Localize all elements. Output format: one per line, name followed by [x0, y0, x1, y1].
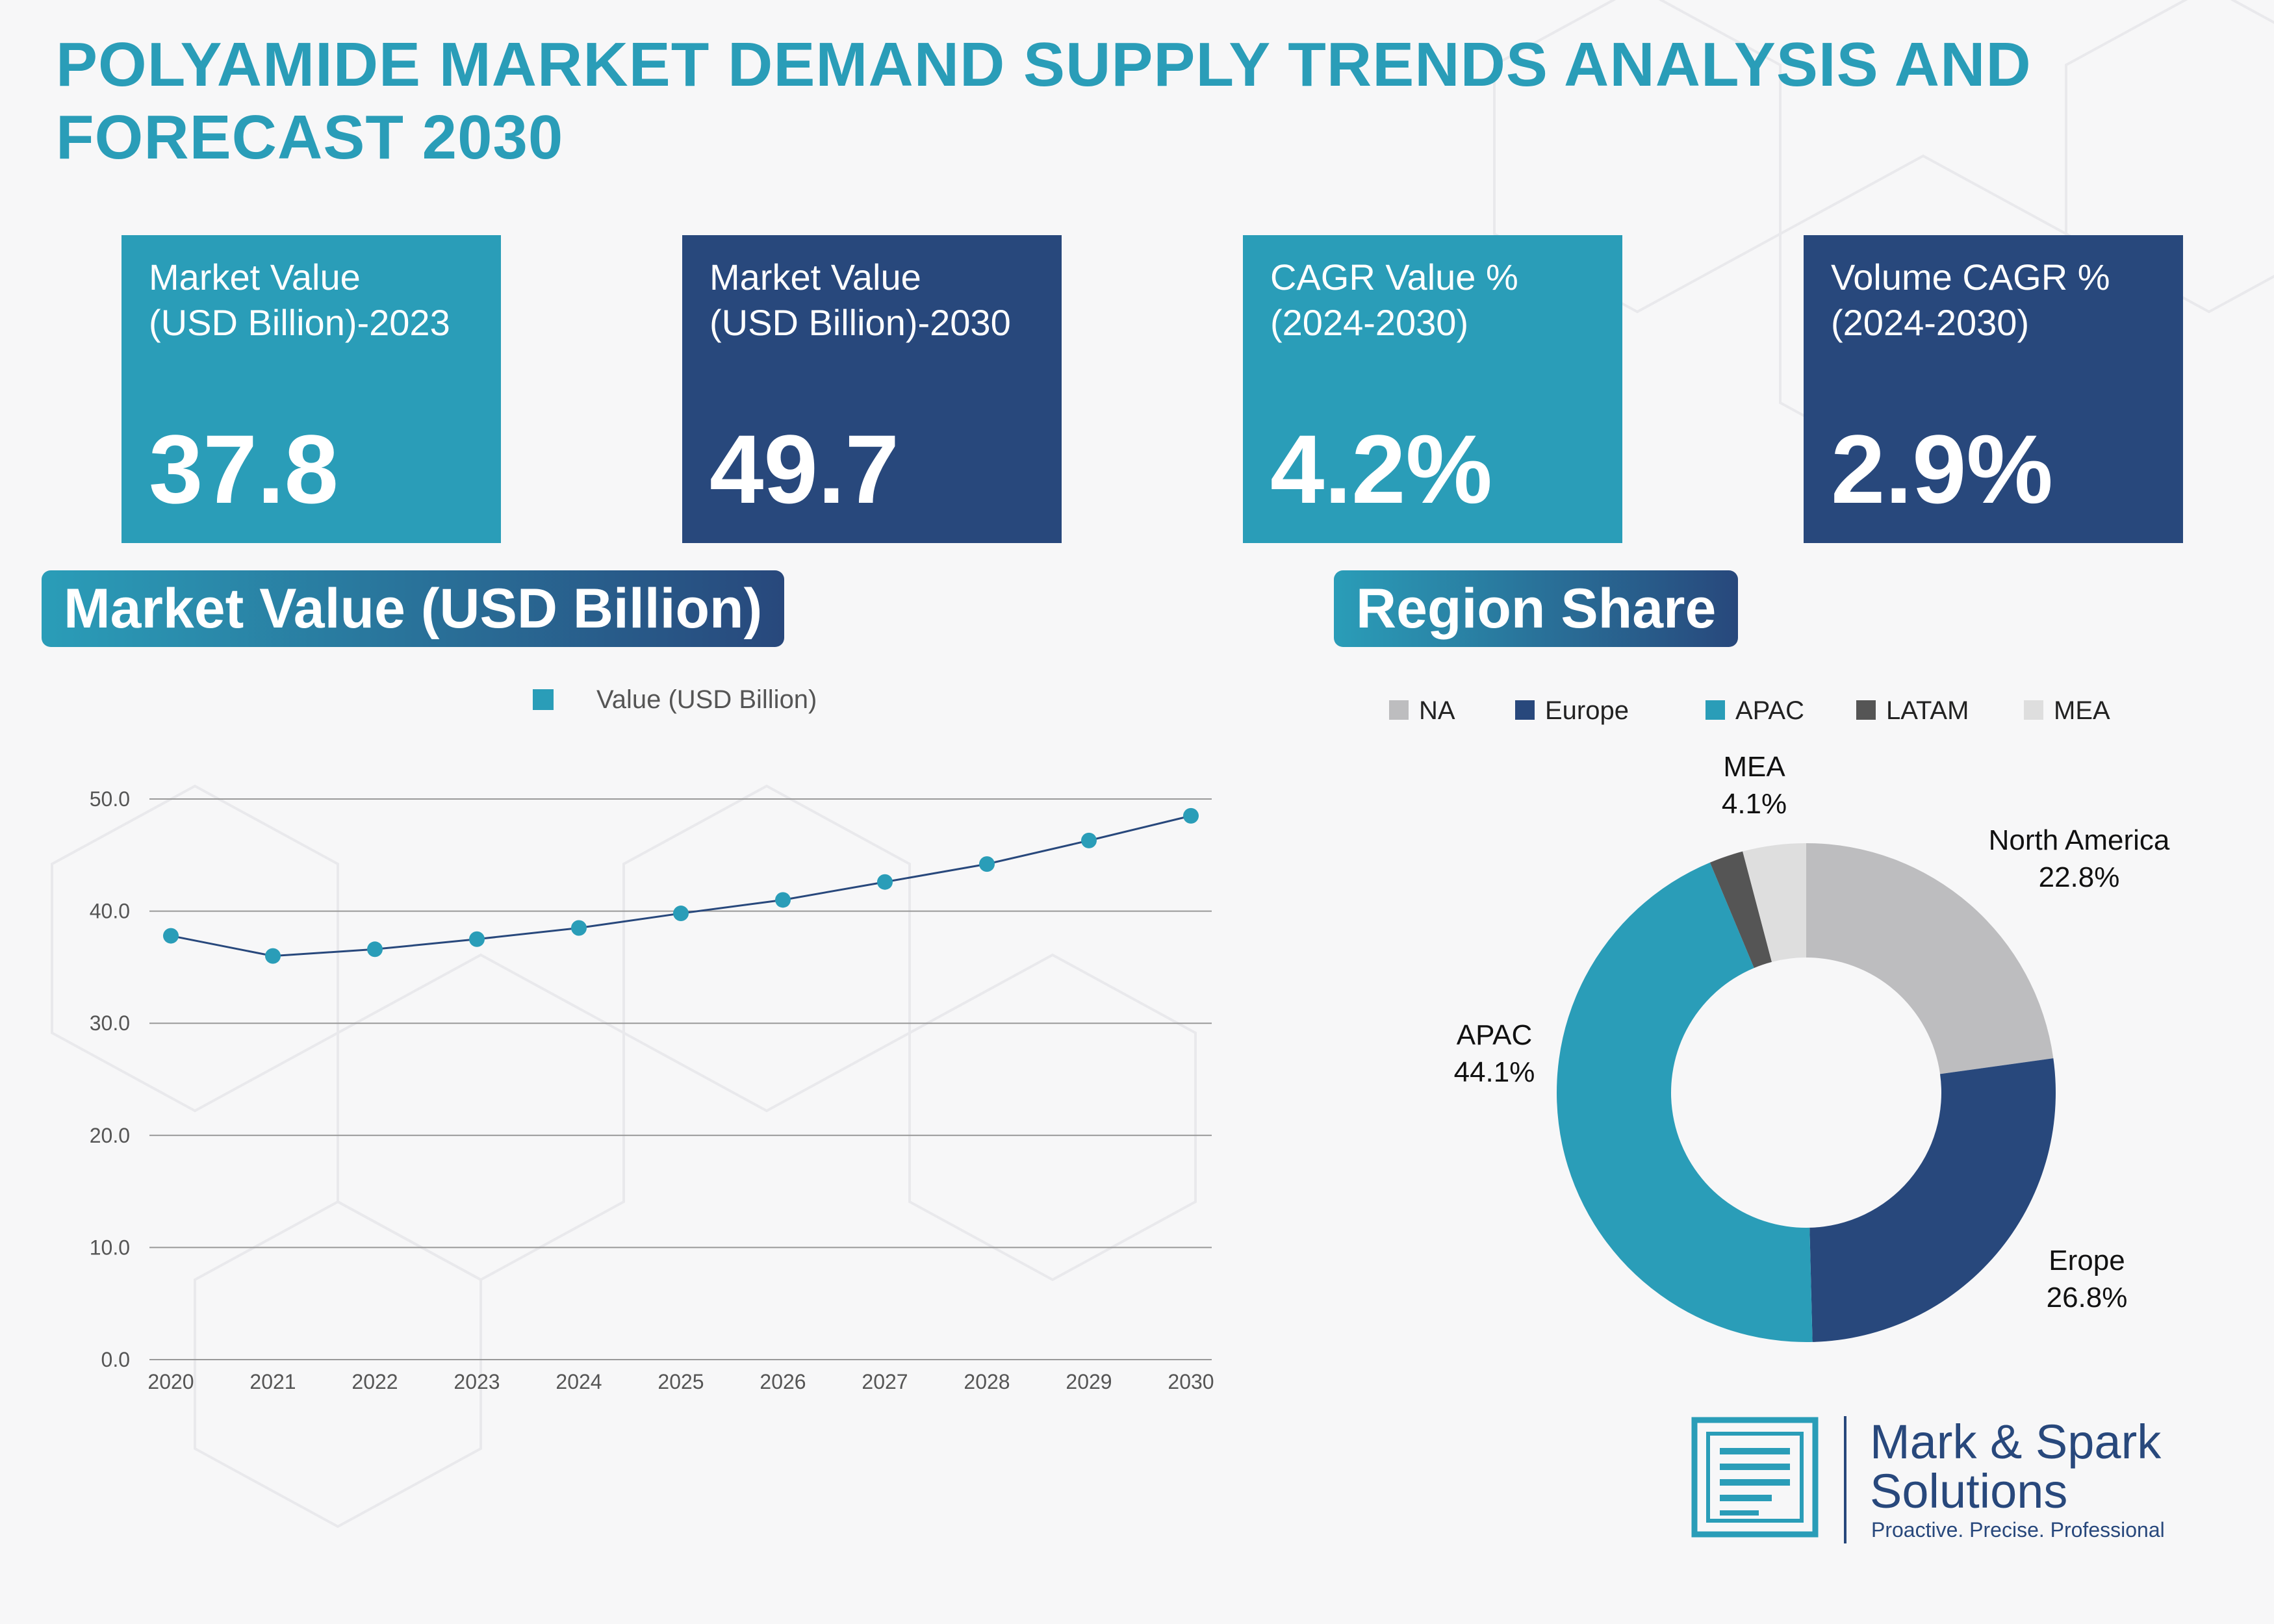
- data-point: [367, 941, 383, 958]
- data-point: [163, 928, 179, 944]
- y-tick-label: 10.0: [90, 1236, 130, 1259]
- kpi-label: CAGR Value % (2024-2030): [1270, 257, 1518, 343]
- kpi-card-volume-cagr: Volume CAGR % (2024-2030) 2.9%: [1804, 235, 2183, 543]
- x-tick-label: 2025: [658, 1370, 704, 1393]
- x-tick-label: 2021: [249, 1370, 296, 1393]
- slice-value-label: 22.8%: [2039, 861, 2120, 893]
- donut-slice: [1806, 843, 2054, 1074]
- data-point: [1081, 832, 1097, 848]
- x-tick-label: 2030: [1168, 1370, 1214, 1393]
- donut-slice: [1809, 1058, 2056, 1342]
- kpi-label: Volume CAGR % (2024-2030): [1831, 257, 2110, 343]
- x-tick-label: 2023: [454, 1370, 500, 1393]
- data-point: [1183, 807, 1199, 824]
- region-share-section-title: Region Share: [1334, 570, 1739, 647]
- x-tick-label: 2022: [351, 1370, 398, 1393]
- legend-label: LATAM: [1886, 696, 1969, 725]
- slice-label: APAC: [1457, 1019, 1533, 1051]
- market-value-line-chart: 0.0 10.0 20.0 30.0 40.0 50.0 2020 2021 2022 2023 2…: [90, 685, 1214, 1393]
- brand-tagline: Proactive. Precise. Professional: [1871, 1518, 2165, 1542]
- legend-label: NA: [1419, 696, 1455, 725]
- market-value-section-title: Market Value (USD Billion): [42, 570, 785, 647]
- donut-slice: [1557, 862, 1813, 1342]
- data-point: [877, 874, 893, 890]
- kpi-card-market-value-2023: Market Value (USD Billion)-2023 37.8: [121, 235, 501, 543]
- x-tick-label: 2024: [556, 1370, 602, 1393]
- legend-label: APAC: [1735, 696, 1804, 725]
- legend-label: Europe: [1545, 696, 1629, 725]
- logo-divider: [1844, 1416, 1846, 1543]
- legend-label: MEA: [2054, 696, 2110, 725]
- slice-value-label: 26.8%: [2047, 1282, 2128, 1313]
- data-point: [571, 920, 587, 936]
- legend-swatch: [2024, 700, 2043, 720]
- slice-value-label: 4.1%: [1722, 788, 1787, 820]
- legend-swatch: [1389, 700, 1409, 720]
- legend-swatch: [1856, 700, 1876, 720]
- slice-label: MEA: [1723, 751, 1785, 783]
- kpi-value: 2.9%: [1831, 414, 2053, 524]
- data-point: [469, 931, 485, 947]
- slice-label: Erope: [2049, 1245, 2125, 1276]
- x-tick-label: 2027: [862, 1370, 908, 1393]
- slice-value-label: 44.1%: [1454, 1056, 1535, 1088]
- kpi-value: 49.7: [709, 414, 899, 524]
- y-tick-label: 30.0: [90, 1011, 130, 1035]
- kpi-value: 4.2%: [1270, 414, 1492, 524]
- brand-name: Mark & Spark Solutions: [1870, 1415, 2162, 1518]
- legend-swatch: [1706, 700, 1725, 720]
- kpi-value: 37.8: [149, 414, 339, 524]
- donut-slice: [1709, 851, 1772, 969]
- page-title: POLYAMIDE MARKET DEMAND SUPPLY TRENDS AN…: [56, 30, 2032, 172]
- kpi-label: Market Value (USD Billion)-2023: [149, 257, 450, 343]
- data-point: [673, 906, 689, 922]
- donut-slice: [1743, 843, 1806, 962]
- y-tick-label: 50.0: [90, 787, 130, 811]
- kpi-card-cagr-value: CAGR Value % (2024-2030) 4.2%: [1243, 235, 1622, 543]
- data-point: [265, 948, 281, 964]
- document-logo-icon: [1691, 1417, 1819, 1538]
- data-point: [775, 892, 791, 908]
- y-tick-label: 40.0: [90, 900, 130, 923]
- x-tick-label: 2020: [147, 1370, 194, 1393]
- data-point: [979, 856, 995, 872]
- legend-swatch: [533, 689, 554, 710]
- slice-label: North America: [1989, 824, 2170, 856]
- legend-swatch: [1515, 700, 1535, 720]
- x-tick-label: 2028: [964, 1370, 1010, 1393]
- region-share-donut-chart: North America 22.8% Erope 26.8% APAC 44.1% MEA…: [1389, 696, 2170, 1342]
- kpi-label: Market Value (USD Billion)-2030: [709, 257, 1011, 343]
- y-tick-label: 20.0: [90, 1124, 130, 1147]
- legend-label: Value (USD Billion): [596, 685, 817, 714]
- x-tick-label: 2029: [1066, 1370, 1112, 1393]
- kpi-card-market-value-2030: Market Value (USD Billion)-2030 49.7: [682, 235, 1062, 543]
- x-tick-label: 2026: [760, 1370, 806, 1393]
- y-tick-label: 0.0: [101, 1348, 130, 1371]
